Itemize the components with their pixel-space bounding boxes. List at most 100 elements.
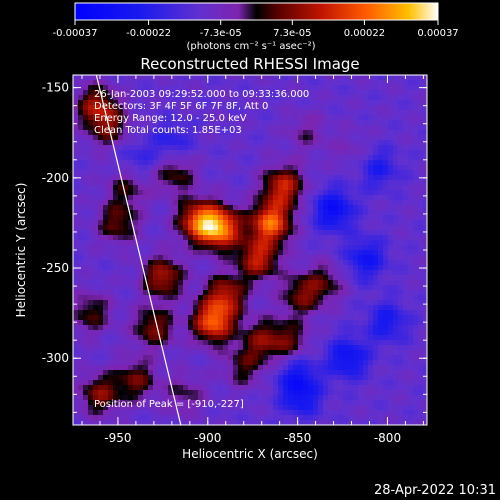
heatmap-cell (293, 185, 299, 191)
heatmap-cell (323, 115, 329, 121)
heatmap-cell (313, 310, 319, 316)
heatmap-cell (168, 390, 174, 396)
heatmap-cell (323, 275, 329, 281)
heatmap-cell (388, 320, 394, 326)
heatmap-cell (143, 145, 149, 151)
heatmap-cell (278, 210, 284, 216)
heatmap-cell (218, 180, 224, 186)
heatmap-cell (188, 330, 194, 336)
heatmap-cell (298, 395, 304, 401)
heatmap-cell (213, 85, 219, 91)
heatmap-cell (393, 285, 399, 291)
heatmap-cell (373, 105, 379, 111)
heatmap-cell (293, 140, 299, 146)
heatmap-cell (383, 95, 389, 101)
heatmap-cell (128, 185, 134, 191)
heatmap-cell (93, 250, 99, 256)
heatmap-cell (163, 195, 169, 201)
heatmap-cell (298, 145, 304, 151)
heatmap-cell (358, 305, 364, 311)
heatmap-cell (398, 115, 404, 121)
heatmap-cell (368, 255, 374, 261)
heatmap-cell (323, 365, 329, 371)
heatmap-cell (253, 225, 259, 231)
heatmap-cell (198, 360, 204, 366)
heatmap-cell (128, 380, 134, 386)
heatmap-cell (128, 290, 134, 296)
heatmap-cell (333, 90, 339, 96)
heatmap-cell (388, 350, 394, 356)
heatmap-cell (303, 75, 309, 81)
heatmap-cell (123, 145, 129, 151)
heatmap-cell (223, 370, 229, 376)
heatmap-cell (193, 175, 199, 181)
heatmap-cell (403, 205, 409, 211)
heatmap-cell (333, 250, 339, 256)
heatmap-cell (213, 310, 219, 316)
heatmap-cell (113, 365, 119, 371)
heatmap-cell (173, 325, 179, 331)
heatmap-cell (308, 200, 314, 206)
heatmap-cell (303, 360, 309, 366)
heatmap-cell (178, 375, 184, 381)
heatmap-cell (423, 285, 427, 291)
heatmap-cell (403, 415, 409, 421)
heatmap-cell (308, 150, 314, 156)
heatmap-cell (148, 325, 154, 331)
heatmap-cell (173, 175, 179, 181)
heatmap-cell (148, 250, 154, 256)
heatmap-cell (158, 190, 164, 196)
heatmap-cell (218, 160, 224, 166)
heatmap-cell (73, 80, 79, 86)
heatmap-cell (248, 150, 254, 156)
heatmap-cell (413, 220, 419, 226)
heatmap-cell (193, 330, 199, 336)
heatmap-cell (138, 245, 144, 251)
heatmap-cell (228, 420, 234, 425)
heatmap-cell (143, 385, 149, 391)
heatmap-cell (423, 105, 427, 111)
heatmap-cell (413, 395, 419, 401)
heatmap-cell (358, 165, 364, 171)
heatmap-cell (243, 300, 249, 306)
heatmap-cell (88, 350, 94, 356)
heatmap-cell (208, 90, 214, 96)
heatmap-cell (383, 380, 389, 386)
heatmap-cell (323, 80, 329, 86)
heatmap-cell (248, 140, 254, 146)
heatmap-cell (338, 280, 344, 286)
heatmap-cell (168, 220, 174, 226)
heatmap-cell (88, 225, 94, 231)
heatmap-cell (293, 150, 299, 156)
heatmap-cell (108, 125, 114, 131)
heatmap-cell (373, 355, 379, 361)
heatmap-cell (148, 190, 154, 196)
heatmap-cell (113, 315, 119, 321)
heatmap-cell (328, 335, 334, 341)
heatmap-cell (263, 155, 269, 161)
heatmap-cell (423, 120, 427, 126)
heatmap-cell (328, 365, 334, 371)
heatmap-cell (83, 305, 89, 311)
heatmap-cell (318, 120, 324, 126)
heatmap-cell (138, 200, 144, 206)
heatmap-cell (128, 160, 134, 166)
heatmap-cell (253, 90, 259, 96)
heatmap-cell (418, 345, 424, 351)
heatmap-cell (118, 110, 124, 116)
heatmap-cell (113, 335, 119, 341)
heatmap-cell (318, 140, 324, 146)
heatmap-cell (338, 205, 344, 211)
heatmap-cell (223, 375, 229, 381)
heatmap-cell (348, 205, 354, 211)
heatmap-cell (178, 240, 184, 246)
heatmap-cell (98, 290, 104, 296)
heatmap-cell (123, 370, 129, 376)
heatmap-cell (343, 275, 349, 281)
heatmap-cell (398, 255, 404, 261)
heatmap-cell (313, 90, 319, 96)
heatmap-cell (138, 355, 144, 361)
heatmap-cell (263, 220, 269, 226)
heatmap-cell (298, 420, 304, 425)
heatmap-cell (318, 385, 324, 391)
